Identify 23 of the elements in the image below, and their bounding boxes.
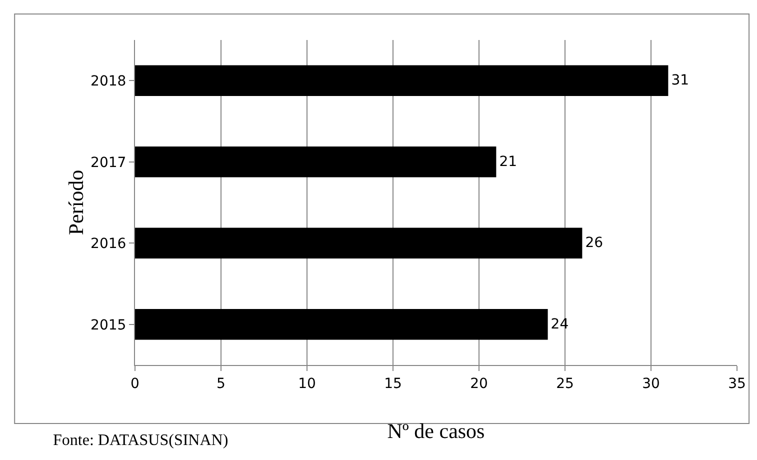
data-label: 31 <box>671 72 690 89</box>
x-tick-label: 5 <box>216 376 226 392</box>
data-label: 21 <box>499 154 518 170</box>
y-tick-label: 2016 <box>90 236 126 252</box>
y-tick-label: 2015 <box>90 317 126 334</box>
bar <box>135 146 496 178</box>
x-tick-label: 35 <box>728 376 746 392</box>
source-note: Fonte: DATASUS(SINAN) <box>53 432 228 449</box>
bar <box>135 228 582 259</box>
x-tick-label: 30 <box>642 376 660 392</box>
x-tick-label: 20 <box>470 376 488 392</box>
x-axis-title: Nº de casos <box>387 419 485 443</box>
y-tick-label: 2017 <box>90 154 126 171</box>
x-tick-label: 25 <box>556 376 574 392</box>
x-tick-label: 10 <box>298 376 316 392</box>
data-label: 26 <box>585 235 604 252</box>
data-label: 24 <box>550 316 569 332</box>
x-tick-label: 0 <box>130 376 140 392</box>
bar <box>135 308 548 340</box>
bar <box>135 65 668 96</box>
x-tick-label: 15 <box>384 376 402 392</box>
y-tick-label: 2018 <box>90 74 126 90</box>
y-axis-title: Período <box>64 170 88 236</box>
